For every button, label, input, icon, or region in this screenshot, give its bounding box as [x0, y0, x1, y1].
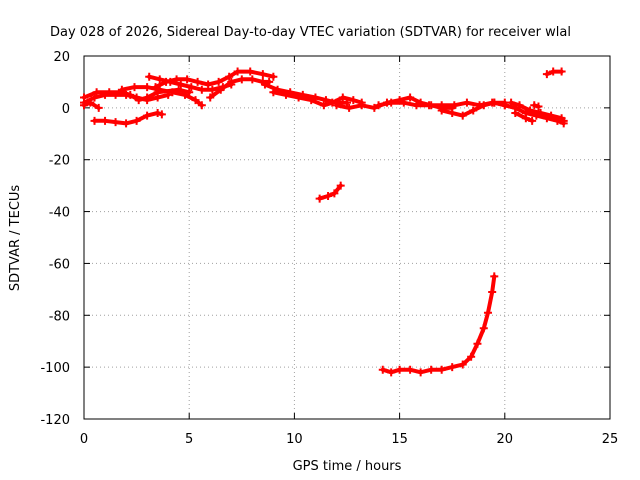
data-point	[198, 86, 206, 94]
data-series	[80, 68, 568, 377]
y-tick-label: -100	[40, 361, 70, 376]
data-point	[101, 117, 109, 125]
sdtvar-chart: Day 028 of 2026, Sidereal Day-to-day VTE…	[0, 0, 640, 480]
y-tick-label: -40	[49, 206, 70, 221]
x-tick-label: 0	[80, 432, 88, 447]
data-point	[112, 118, 120, 126]
y-tick-label: -60	[49, 257, 70, 272]
x-tick-label: 10	[286, 432, 303, 447]
data-point	[463, 99, 471, 107]
data-point	[448, 109, 456, 117]
x-tick-label: 25	[602, 432, 619, 447]
data-point	[269, 73, 277, 81]
x-axis-title: GPS time / hours	[293, 459, 402, 474]
x-tick-label: 5	[185, 432, 193, 447]
data-point	[91, 117, 99, 125]
y-tick-label: -20	[49, 154, 70, 169]
data-point	[246, 68, 254, 76]
data-point	[484, 309, 492, 317]
data-point	[558, 68, 566, 76]
data-point	[417, 368, 425, 376]
x-tick-label: 20	[497, 432, 514, 447]
y-tick-label: -80	[49, 309, 70, 324]
data-point	[448, 363, 456, 371]
data-point	[488, 288, 496, 296]
y-tick-label: 0	[62, 102, 70, 117]
y-tick-label: -120	[40, 413, 70, 428]
data-point	[204, 81, 212, 89]
data-point	[122, 119, 130, 127]
data-point	[130, 83, 138, 91]
data-point	[194, 78, 202, 86]
data-point	[490, 272, 498, 280]
y-axis-title: SDTVAR / TECUs	[8, 185, 23, 292]
data-point	[183, 75, 191, 83]
data-point	[143, 83, 151, 91]
data-point	[145, 73, 153, 81]
data-point	[259, 70, 267, 78]
data-point	[248, 75, 256, 83]
x-tick-label: 15	[391, 432, 408, 447]
data-point	[238, 75, 246, 83]
y-tick-label: 20	[53, 50, 70, 65]
chart-title: Day 028 of 2026, Sidereal Day-to-day VTE…	[50, 25, 571, 40]
